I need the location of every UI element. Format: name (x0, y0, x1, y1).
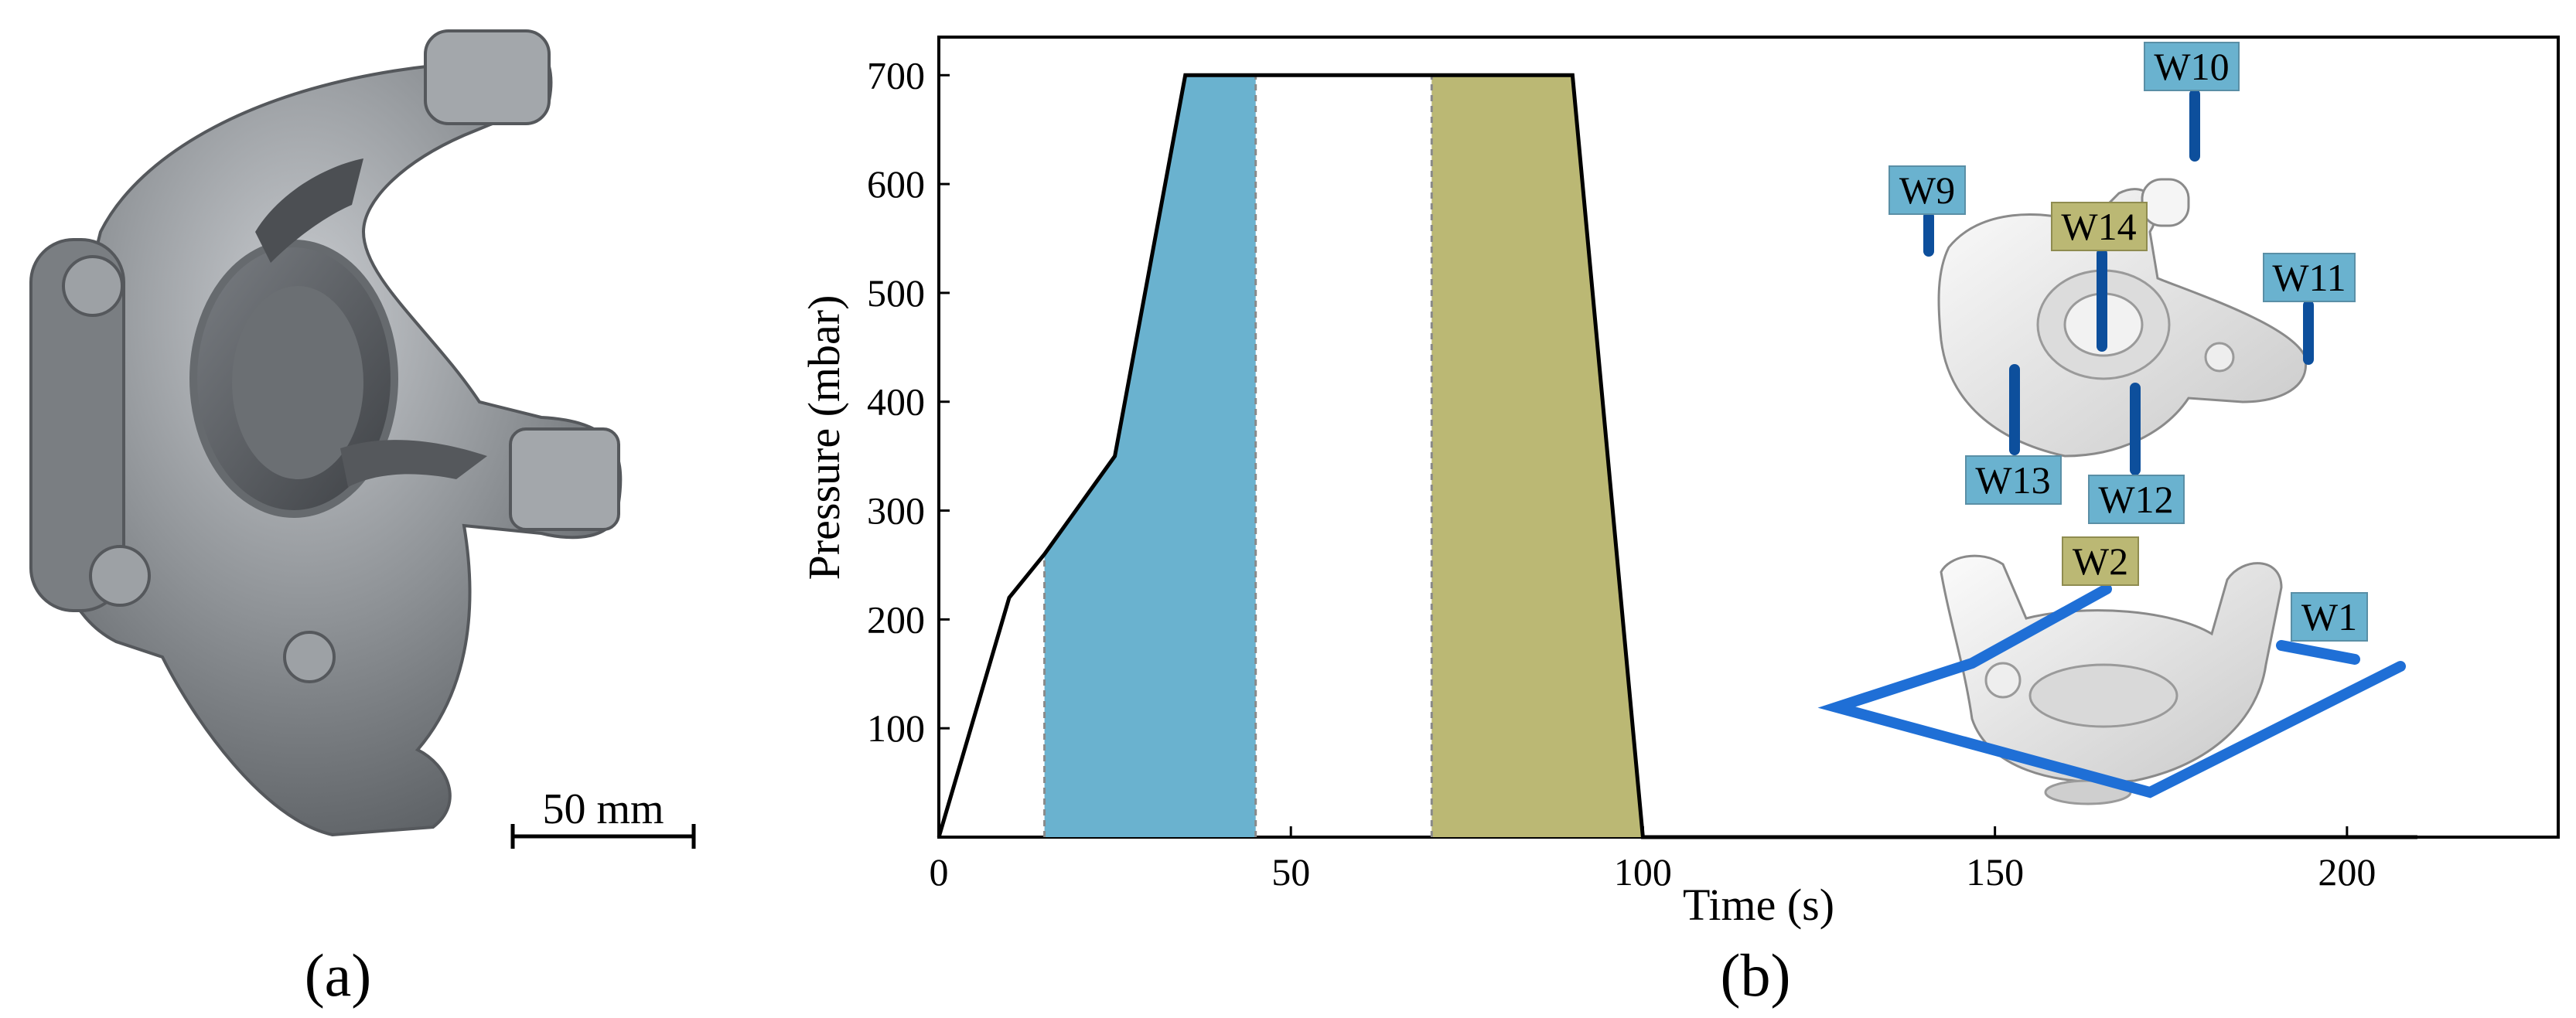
y-tick-label: 400 (867, 380, 925, 424)
x-tick-label: 200 (2318, 850, 2376, 894)
panel-a-label: (a) (305, 941, 372, 1009)
svg-text:W1: W1 (2301, 595, 2357, 638)
x-tick-label: 50 (1271, 850, 1310, 894)
x-tick-label: 100 (1614, 850, 1672, 894)
y-tick-label: 500 (867, 271, 925, 315)
pressure-chart: 0 50 100 150 200 100 200 300 400 500 600 700 Time (… (799, 36, 2560, 930)
probe-tags: W10 W9 W14 W11 W13 W12 W2 W1 (1888, 42, 2368, 642)
y-tick-label: 600 (867, 162, 925, 206)
svg-text:W14: W14 (2061, 205, 2136, 248)
knuckle-part-image (29, 29, 623, 837)
svg-text:W10: W10 (2154, 45, 2229, 88)
svg-text:W13: W13 (1975, 458, 2050, 502)
pressure-series (937, 73, 2417, 839)
probe-tag-w9: W9 (1888, 165, 1966, 215)
shaded-region-2 (1431, 75, 1643, 838)
x-tick-label: 0 (930, 850, 949, 894)
scale-bar-label: 50 mm (542, 785, 664, 833)
x-axis-label: Time (s) (1683, 880, 1834, 930)
panel-b-label: (b) (1721, 941, 1791, 1009)
probe-tag-w10: W10 (2144, 42, 2240, 91)
probe-tag-w14: W14 (2051, 202, 2148, 251)
x-tick-label: 150 (1966, 850, 2024, 894)
y-tick-label: 100 (867, 706, 925, 750)
shaded-region-1 (1044, 75, 1256, 838)
y-tick-label: 200 (867, 598, 925, 641)
probe-tag-w2: W2 (2062, 536, 2139, 586)
scale-bar: 50 mm (510, 785, 696, 849)
svg-text:W12: W12 (2098, 478, 2173, 521)
y-tick-label: 300 (867, 489, 925, 533)
svg-text:W9: W9 (1899, 169, 1955, 212)
y-tick-label: 700 (867, 53, 925, 97)
probe-rods (1817, 89, 2406, 798)
probe-tag-w1: W1 (2291, 592, 2368, 642)
axis-ticks: 0 50 100 150 200 100 200 300 400 500 600 700 (867, 53, 2376, 894)
inset-part-bottom (1940, 554, 2283, 805)
probe-tag-w12: W12 (2088, 475, 2185, 524)
probe-rod-w2-frame (1817, 584, 2406, 798)
y-axis-label: Pressure (mbar) (799, 295, 849, 580)
shaded-regions (1043, 75, 1643, 838)
svg-text:W2: W2 (2073, 540, 2128, 583)
probe-tag-w13: W13 (1965, 455, 2062, 505)
probe-rod-w1 (2276, 640, 2360, 665)
svg-text:W11: W11 (2272, 256, 2346, 299)
probe-tag-w11: W11 (2263, 253, 2356, 302)
pressure-line (937, 73, 2417, 839)
